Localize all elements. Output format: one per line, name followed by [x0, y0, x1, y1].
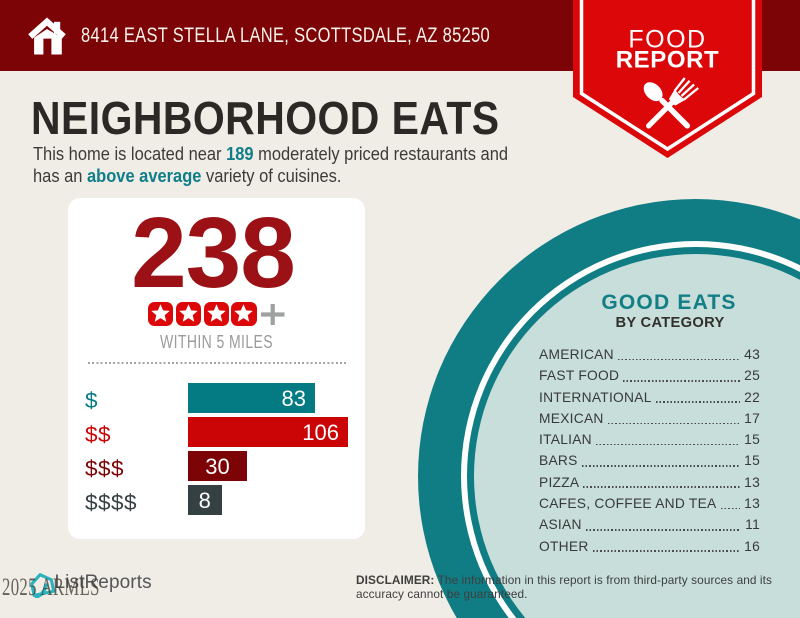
svg-text:FOOD: FOOD — [628, 26, 706, 54]
svg-text:REPORT: REPORT — [616, 47, 720, 74]
